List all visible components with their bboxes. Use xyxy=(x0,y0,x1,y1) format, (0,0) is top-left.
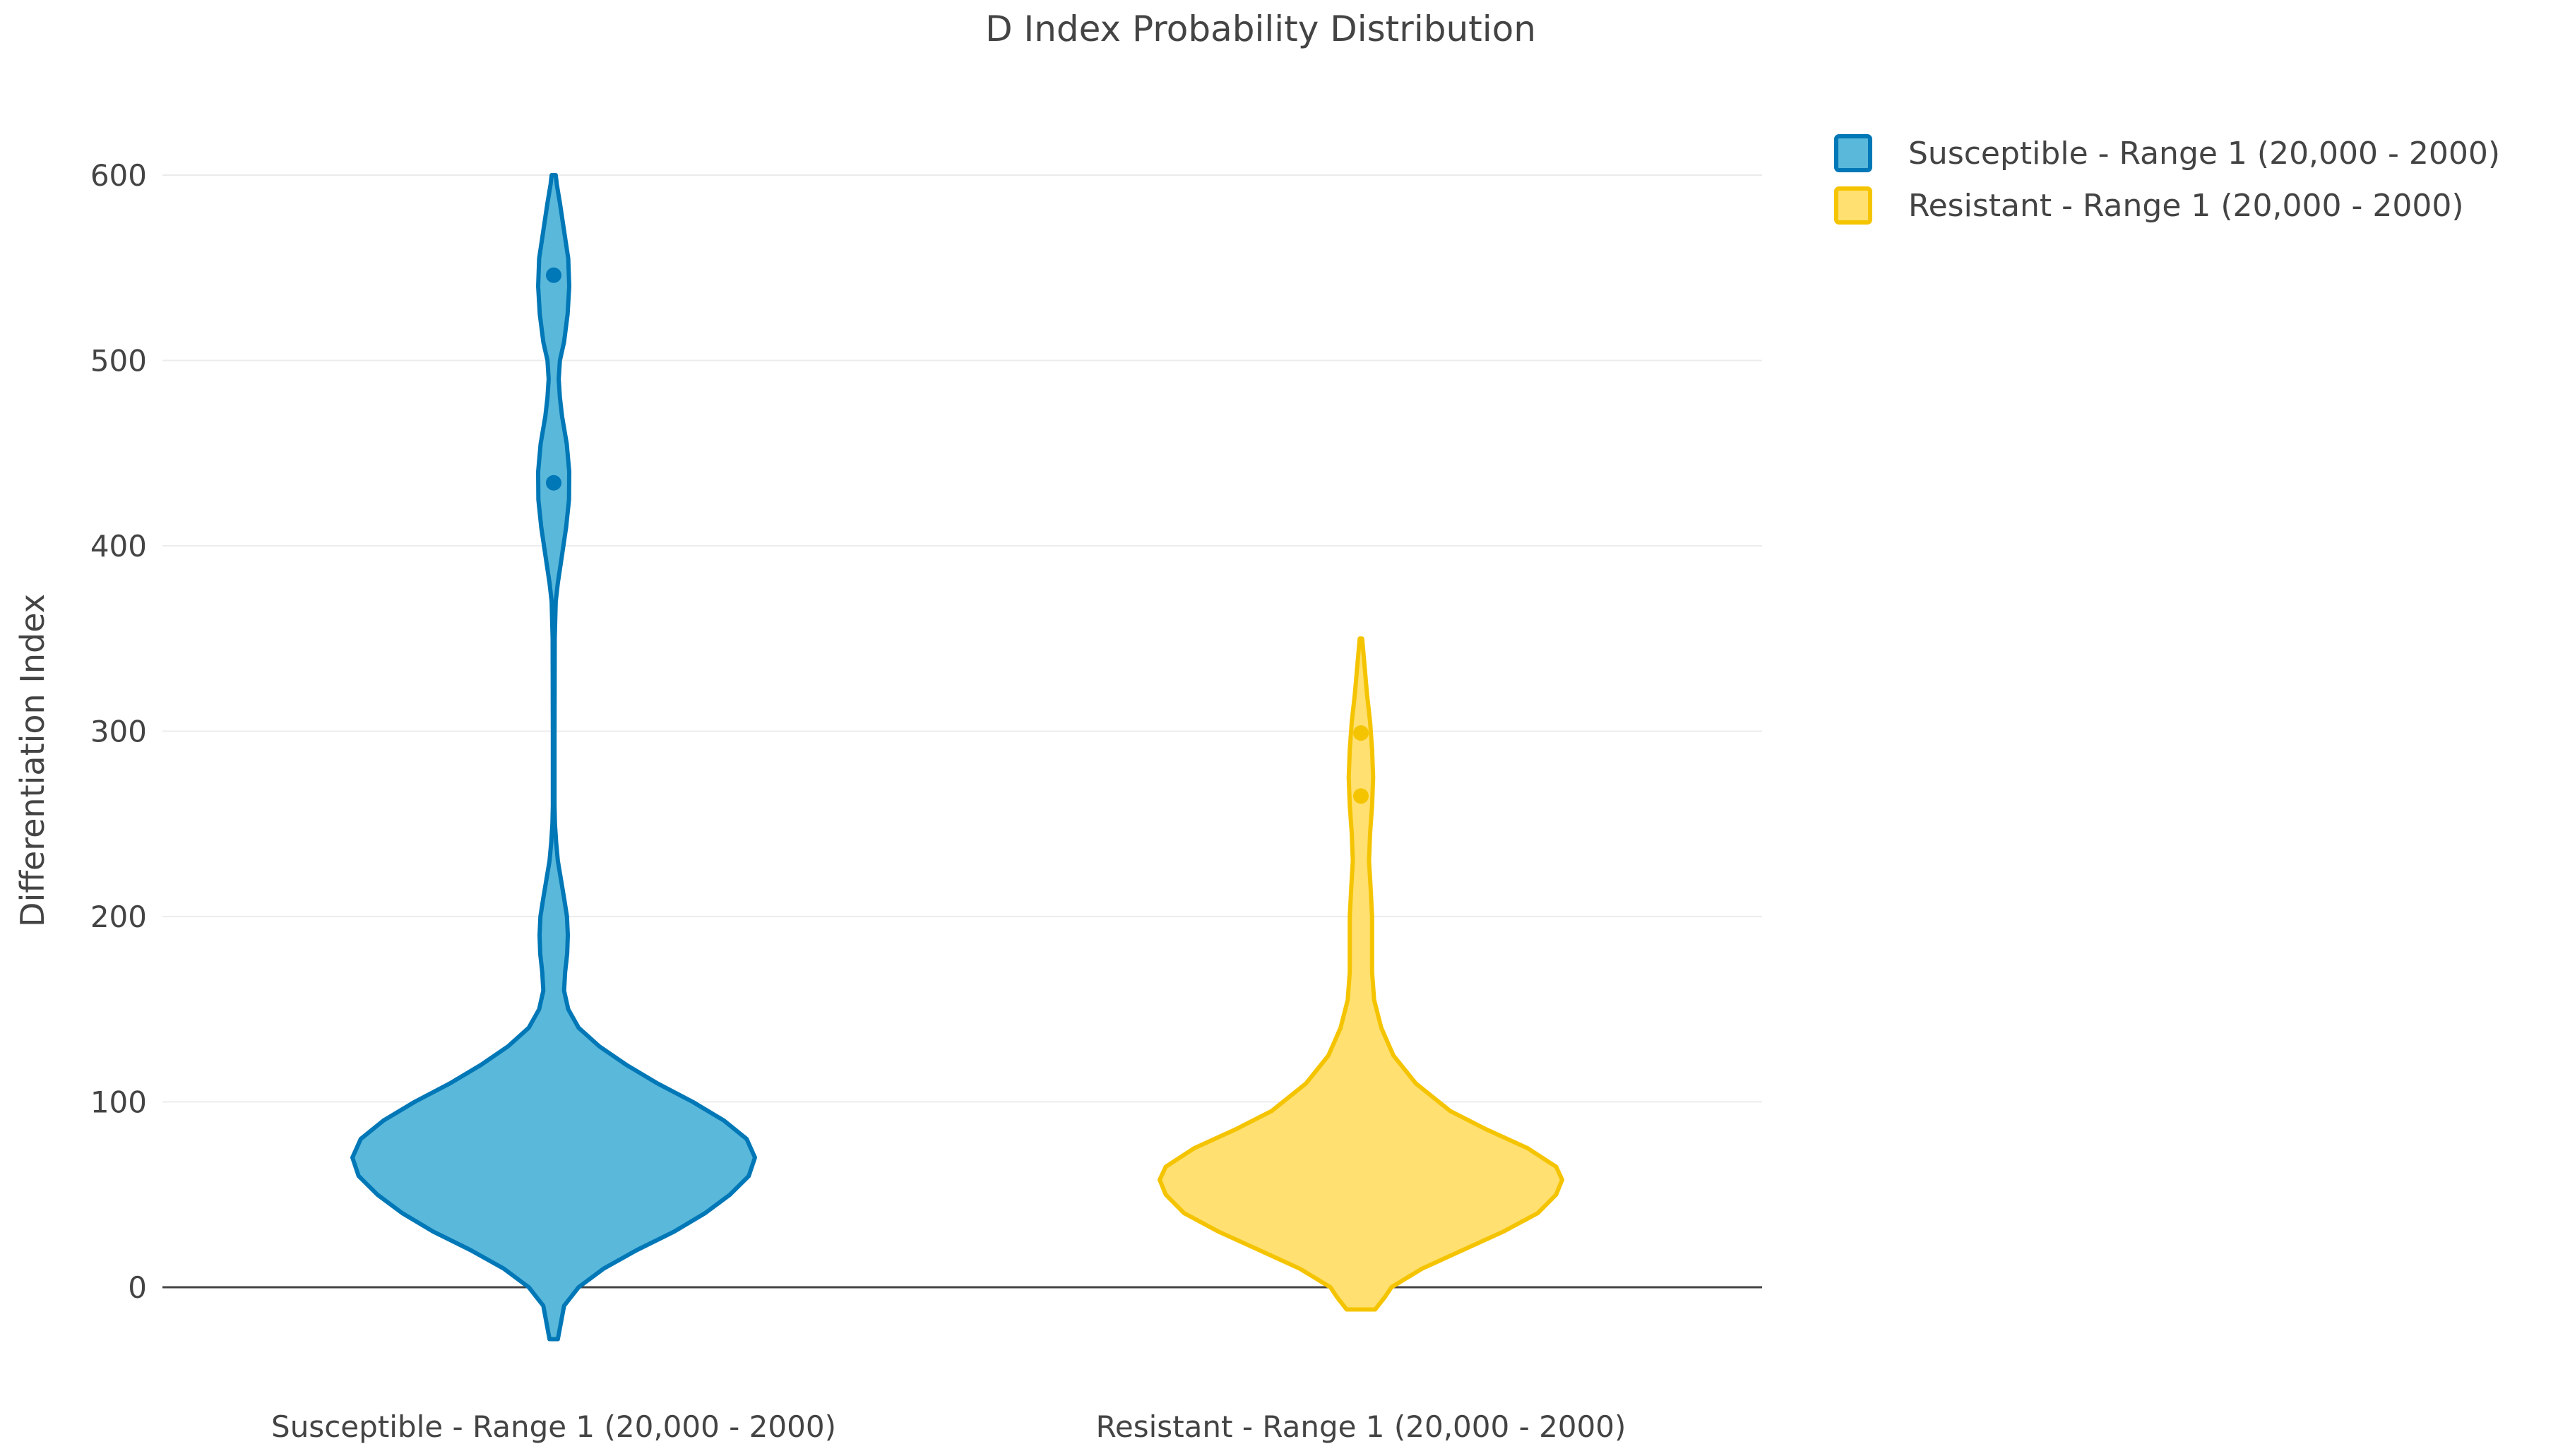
y-tick-label: 400 xyxy=(90,529,147,563)
violin-shape[interactable] xyxy=(350,173,757,1342)
y-tick-label: 100 xyxy=(90,1085,147,1120)
legend[interactable]: Susceptible - Range 1 (20,000 - 2000) Res… xyxy=(1834,134,2500,225)
y-tick-label: 0 xyxy=(128,1270,147,1305)
y-tick-label: 300 xyxy=(90,715,147,749)
violins xyxy=(350,173,1564,1342)
legend-swatch[interactable] xyxy=(1834,186,1872,225)
legend-item[interactable]: Susceptible - Range 1 (20,000 - 2000) xyxy=(1834,134,2500,172)
legend-label[interactable]: Susceptible - Range 1 (20,000 - 2000) xyxy=(1908,136,2500,172)
y-axis-ticks: 0 100 200 300 400 500 600 xyxy=(90,158,147,1305)
chart-title: D Index Probability Distribution xyxy=(985,8,1536,49)
y-axis-label: Differentiation Index xyxy=(13,594,52,927)
x-tick-label: Resistant - Range 1 (20,000 - 2000) xyxy=(1096,1409,1626,1444)
outlier-point[interactable] xyxy=(1353,788,1369,804)
legend-item[interactable]: Resistant - Range 1 (20,000 - 2000) xyxy=(1834,186,2463,225)
outlier-point[interactable] xyxy=(1353,725,1369,741)
x-axis-ticks: Susceptible - Range 1 (20,000 - 2000) Res… xyxy=(271,1409,1626,1444)
violin-shape[interactable] xyxy=(1158,636,1564,1312)
x-tick-label: Susceptible - Range 1 (20,000 - 2000) xyxy=(271,1409,836,1444)
y-tick-label: 200 xyxy=(90,900,147,934)
outlier-point[interactable] xyxy=(546,267,561,283)
y-tick-label: 500 xyxy=(90,344,147,378)
y-tick-label: 600 xyxy=(90,158,147,193)
outlier-point[interactable] xyxy=(546,475,561,491)
legend-swatch[interactable] xyxy=(1834,134,1872,172)
legend-label[interactable]: Resistant - Range 1 (20,000 - 2000) xyxy=(1908,188,2463,224)
